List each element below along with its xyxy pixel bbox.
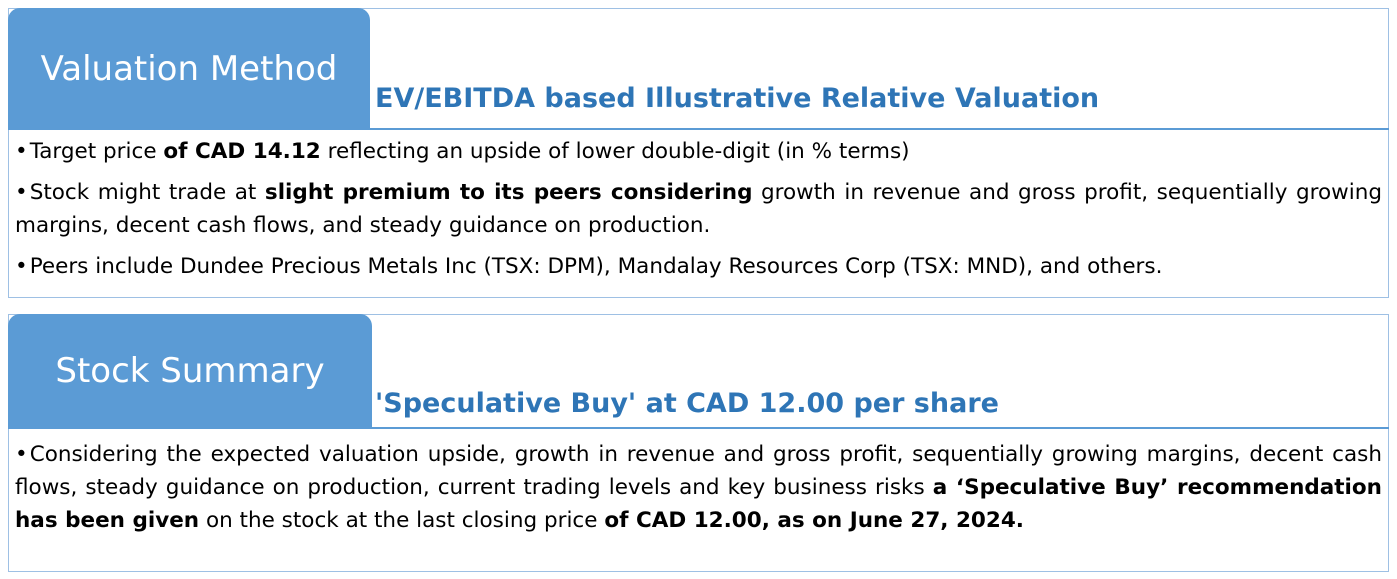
bullet-dot-icon: • [15, 442, 28, 467]
bullet-list: •Target price of CAD 14.12 reflecting an… [15, 135, 1382, 291]
section-divider [8, 427, 1389, 429]
section-tab-stock-summary: Stock Summary [8, 314, 372, 428]
bullet-dot-icon: • [15, 254, 28, 279]
bullet-item: •Stock might trade at slight premium to … [15, 180, 1382, 238]
section-tab-valuation-method: Valuation Method [8, 8, 370, 129]
valuation-method-section: Valuation Method EV/EBITDA based Illustr… [8, 8, 1389, 298]
section-subtitle: EV/EBITDA based Illustrative Relative Va… [375, 83, 1100, 114]
bullet-dot-icon: • [15, 139, 28, 164]
bullet-item: •Peers include Dundee Precious Metals In… [15, 254, 1163, 279]
bullet-item: •Considering the expected valuation upsi… [15, 442, 1382, 533]
section-divider [8, 128, 1389, 130]
section-subtitle: 'Speculative Buy' at CAD 12.00 per share [375, 388, 999, 419]
bullet-item: •Target price of CAD 14.12 reflecting an… [15, 139, 910, 164]
bullet-dot-icon: • [15, 180, 28, 205]
stock-summary-section: Stock Summary 'Speculative Buy' at CAD 1… [8, 314, 1389, 572]
bullet-list: •Considering the expected valuation upsi… [15, 438, 1382, 545]
